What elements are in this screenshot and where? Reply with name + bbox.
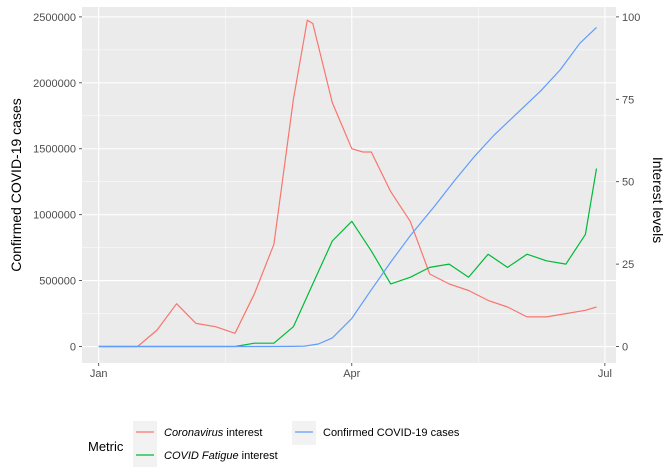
minor-grid bbox=[82, 7, 616, 363]
right-axis: 0 25 50 75 100 bbox=[616, 12, 640, 354]
y-left-tick-label: 500000 bbox=[39, 276, 76, 288]
major-grid bbox=[82, 7, 616, 363]
legend-label-covid-fatigue: COVID Fatigue interest bbox=[164, 450, 278, 462]
y-left-tick-label: 2500000 bbox=[33, 12, 76, 24]
legend-title: Metric bbox=[88, 439, 124, 454]
y-right-tick-label: 25 bbox=[622, 259, 634, 271]
legend-label-confirmed-cases: Confirmed COVID-19 cases bbox=[323, 427, 460, 439]
y-right-axis-title: Interest levels bbox=[650, 157, 666, 243]
legend-key-covid-fatigue bbox=[133, 445, 157, 467]
y-right-tick-label: 0 bbox=[622, 342, 628, 354]
x-tick-label: Jul bbox=[598, 368, 612, 380]
y-left-tick-label: 0 bbox=[70, 342, 76, 354]
y-right-tick-label: 100 bbox=[622, 12, 640, 24]
legend-label-coronavirus: Coronavirus interest bbox=[164, 427, 262, 439]
x-axis: Jan Apr Jul bbox=[90, 363, 612, 380]
legend: Metric Coronavirus interest COVID Fatigu… bbox=[88, 421, 460, 467]
legend-key-confirmed-cases bbox=[292, 421, 316, 445]
series-line-coronavirus-interest bbox=[98, 19, 597, 348]
x-tick-label: Apr bbox=[343, 368, 360, 380]
series-lines bbox=[98, 19, 598, 348]
y-left-axis-title: Confirmed COVID-19 cases bbox=[8, 98, 24, 272]
y-right-tick-label: 75 bbox=[622, 94, 634, 106]
legend-key-coronavirus bbox=[133, 421, 157, 445]
y-left-tick-label: 1000000 bbox=[33, 210, 76, 222]
y-right-tick-label: 50 bbox=[622, 177, 634, 189]
plot-panel bbox=[82, 7, 616, 363]
x-tick-label: Jan bbox=[90, 368, 108, 380]
series-line-confirmed-covid-19-cases bbox=[98, 26, 597, 348]
y-left-tick-label: 2000000 bbox=[33, 78, 76, 90]
left-axis: 0 500000 1000000 1500000 2000000 2500000 bbox=[33, 12, 82, 354]
y-left-tick-label: 1500000 bbox=[33, 144, 76, 156]
